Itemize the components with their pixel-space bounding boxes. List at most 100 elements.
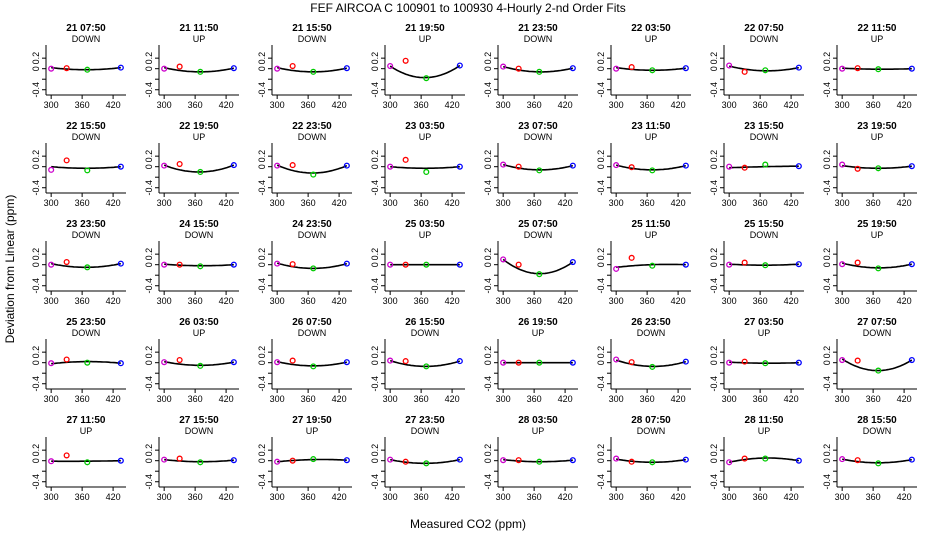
data-point bbox=[63, 157, 70, 164]
data-point bbox=[176, 63, 183, 70]
x-tick-label: 360 bbox=[75, 492, 90, 502]
data-point bbox=[117, 260, 124, 267]
panel-title: 21 11:50 bbox=[180, 23, 219, 34]
data-point bbox=[402, 261, 409, 268]
data-point bbox=[854, 457, 861, 464]
data-point bbox=[613, 162, 620, 169]
y-tick-label: 0 bbox=[257, 164, 267, 169]
y-tick-label: -0.4 bbox=[596, 376, 606, 392]
y-tick-label: -0.4 bbox=[822, 474, 832, 490]
panel-title: 26 23:50 bbox=[631, 317, 671, 328]
y-tick-label: -0.4 bbox=[483, 180, 493, 196]
x-tick-label: 300 bbox=[722, 198, 737, 208]
x-tick-label: 300 bbox=[722, 492, 737, 502]
x-tick-label: 360 bbox=[188, 492, 203, 502]
data-point bbox=[569, 162, 576, 169]
panel-title: 24 23:50 bbox=[292, 219, 332, 230]
x-tick-label: 420 bbox=[671, 296, 686, 306]
y-tick-label: 0.2 bbox=[31, 52, 41, 65]
data-point bbox=[569, 259, 576, 266]
data-point bbox=[274, 162, 281, 169]
y-tick-label: 0.2 bbox=[822, 346, 832, 359]
data-point bbox=[197, 362, 204, 369]
data-point bbox=[762, 262, 769, 269]
data-point bbox=[310, 363, 317, 370]
y-tick-label: -0.4 bbox=[257, 474, 267, 490]
data-point bbox=[682, 162, 689, 169]
fit-curve bbox=[164, 458, 234, 463]
x-tick-label: 360 bbox=[527, 296, 542, 306]
data-point bbox=[456, 358, 463, 365]
panel-direction: UP bbox=[871, 230, 884, 240]
y-tick-label: 0 bbox=[483, 458, 493, 463]
y-tick-label: -0.4 bbox=[31, 474, 41, 490]
panel-title: 28 07:50 bbox=[631, 415, 671, 426]
y-tick-label: -0.4 bbox=[370, 376, 380, 392]
panel-direction: UP bbox=[871, 132, 884, 142]
x-tick-label: 360 bbox=[301, 394, 316, 404]
fit-curve bbox=[616, 66, 686, 72]
x-tick-label: 300 bbox=[496, 296, 511, 306]
y-tick-label: -0.4 bbox=[257, 278, 267, 294]
fit-curve bbox=[616, 458, 686, 464]
x-tick-label: 300 bbox=[722, 296, 737, 306]
data-point bbox=[536, 359, 543, 366]
y-tick-label: 0.2 bbox=[31, 346, 41, 359]
y-tick-label: 0.2 bbox=[370, 444, 380, 457]
panel-direction: UP bbox=[80, 426, 93, 436]
x-tick-label: 420 bbox=[445, 100, 460, 110]
data-point bbox=[875, 460, 882, 467]
y-tick-label: -0.4 bbox=[709, 474, 719, 490]
data-point bbox=[84, 66, 91, 73]
panel-direction: UP bbox=[419, 132, 432, 142]
data-point bbox=[515, 261, 522, 268]
data-point bbox=[908, 261, 915, 268]
panel-title: 23 15:50 bbox=[744, 121, 784, 132]
panel-direction: DOWN bbox=[298, 230, 327, 240]
y-tick-label: 0 bbox=[31, 360, 41, 365]
data-point bbox=[839, 65, 846, 72]
x-tick-label: 420 bbox=[106, 198, 121, 208]
x-tick-label: 360 bbox=[414, 394, 429, 404]
fit-curve bbox=[389, 64, 461, 79]
y-tick-label: 0.2 bbox=[596, 52, 606, 65]
x-tick-label: 300 bbox=[383, 100, 398, 110]
panel-title: 25 03:50 bbox=[405, 219, 445, 230]
data-point bbox=[908, 456, 915, 463]
data-point bbox=[176, 357, 183, 364]
panel-direction: DOWN bbox=[637, 328, 666, 338]
data-point bbox=[117, 360, 124, 367]
data-point bbox=[48, 261, 55, 268]
panel-title: 27 11:50 bbox=[67, 415, 106, 426]
data-point bbox=[741, 259, 748, 266]
fit-curve bbox=[842, 67, 912, 70]
panel-direction: UP bbox=[306, 426, 319, 436]
x-tick-label: 300 bbox=[44, 198, 59, 208]
panel-title: 27 07:50 bbox=[857, 317, 897, 328]
fit-curve bbox=[842, 164, 912, 170]
fit-curve bbox=[51, 459, 121, 463]
data-point bbox=[795, 359, 802, 366]
y-tick-label: 0 bbox=[31, 164, 41, 169]
x-tick-label: 420 bbox=[671, 492, 686, 502]
y-tick-label: -0.4 bbox=[596, 82, 606, 98]
y-tick-label: -0.4 bbox=[370, 474, 380, 490]
panel-direction: UP bbox=[758, 426, 771, 436]
y-tick-label: 0 bbox=[257, 262, 267, 267]
x-tick-label: 300 bbox=[722, 394, 737, 404]
y-tick-label: 0.2 bbox=[257, 150, 267, 163]
data-point bbox=[726, 163, 733, 170]
data-point bbox=[854, 357, 861, 364]
y-tick-label: 0 bbox=[596, 164, 606, 169]
data-point bbox=[230, 359, 237, 366]
y-tick-label: 0.2 bbox=[257, 346, 267, 359]
y-tick-label: -0.4 bbox=[370, 180, 380, 196]
panel-title: 28 03:50 bbox=[518, 415, 558, 426]
data-point bbox=[423, 261, 430, 268]
x-tick-label: 360 bbox=[640, 100, 655, 110]
panel-direction: UP bbox=[193, 132, 206, 142]
fit-curve bbox=[842, 262, 912, 269]
y-tick-label: 0 bbox=[257, 360, 267, 365]
fit-curve bbox=[51, 66, 121, 71]
x-tick-label: 300 bbox=[270, 198, 285, 208]
